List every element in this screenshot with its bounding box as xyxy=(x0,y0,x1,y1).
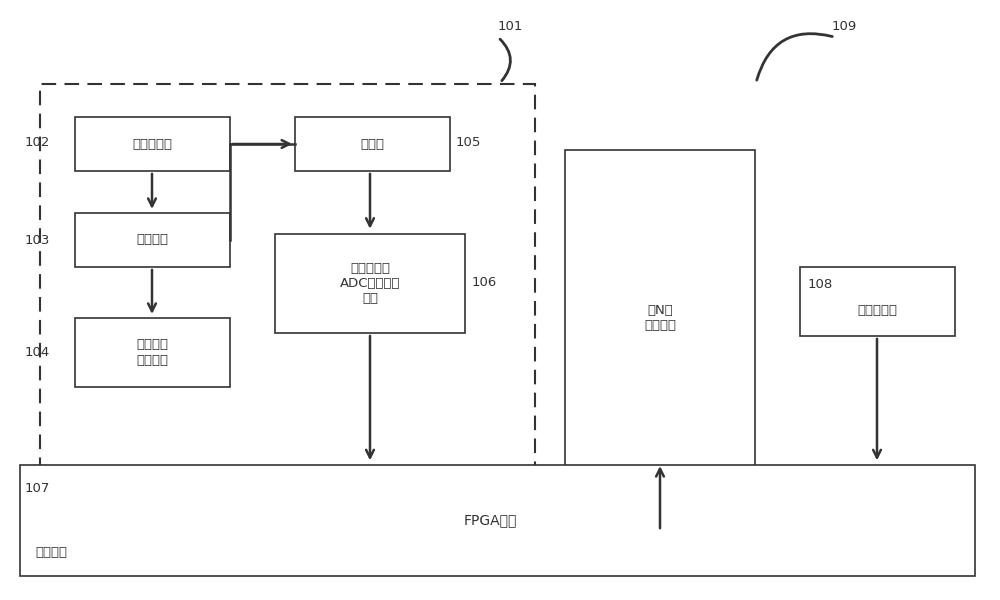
Text: FPGA器件: FPGA器件 xyxy=(463,513,517,527)
Text: 高速高精度
ADC模数转换
芯片: 高速高精度 ADC模数转换 芯片 xyxy=(340,262,400,305)
Text: 101: 101 xyxy=(498,20,523,34)
Text: 108: 108 xyxy=(808,278,833,291)
Bar xyxy=(20,465,975,576)
Text: 光电二极管: 光电二极管 xyxy=(132,137,173,151)
Text: 102: 102 xyxy=(25,136,50,149)
Text: 109: 109 xyxy=(832,20,857,34)
Text: 106: 106 xyxy=(472,275,497,289)
Text: 107: 107 xyxy=(25,482,50,496)
Bar xyxy=(75,117,230,171)
Bar xyxy=(275,234,465,333)
Bar xyxy=(75,213,230,267)
Text: 跨导电路: 跨导电路 xyxy=(136,233,168,247)
Text: 105: 105 xyxy=(456,136,481,149)
Text: 通信接口: 通信接口 xyxy=(35,545,67,559)
Text: 104: 104 xyxy=(25,346,50,359)
Bar xyxy=(565,150,755,531)
Text: 滤波器: 滤波器 xyxy=(360,137,384,151)
Bar xyxy=(40,84,535,531)
Text: 第N路
探测电路: 第N路 探测电路 xyxy=(644,304,676,332)
Bar xyxy=(75,318,230,387)
Text: 103: 103 xyxy=(25,233,50,247)
Text: 模拟信号
调理电路: 模拟信号 调理电路 xyxy=(136,338,168,367)
Bar xyxy=(295,117,450,171)
Bar xyxy=(800,267,955,336)
Text: 温度传感器: 温度传感器 xyxy=(858,304,898,317)
